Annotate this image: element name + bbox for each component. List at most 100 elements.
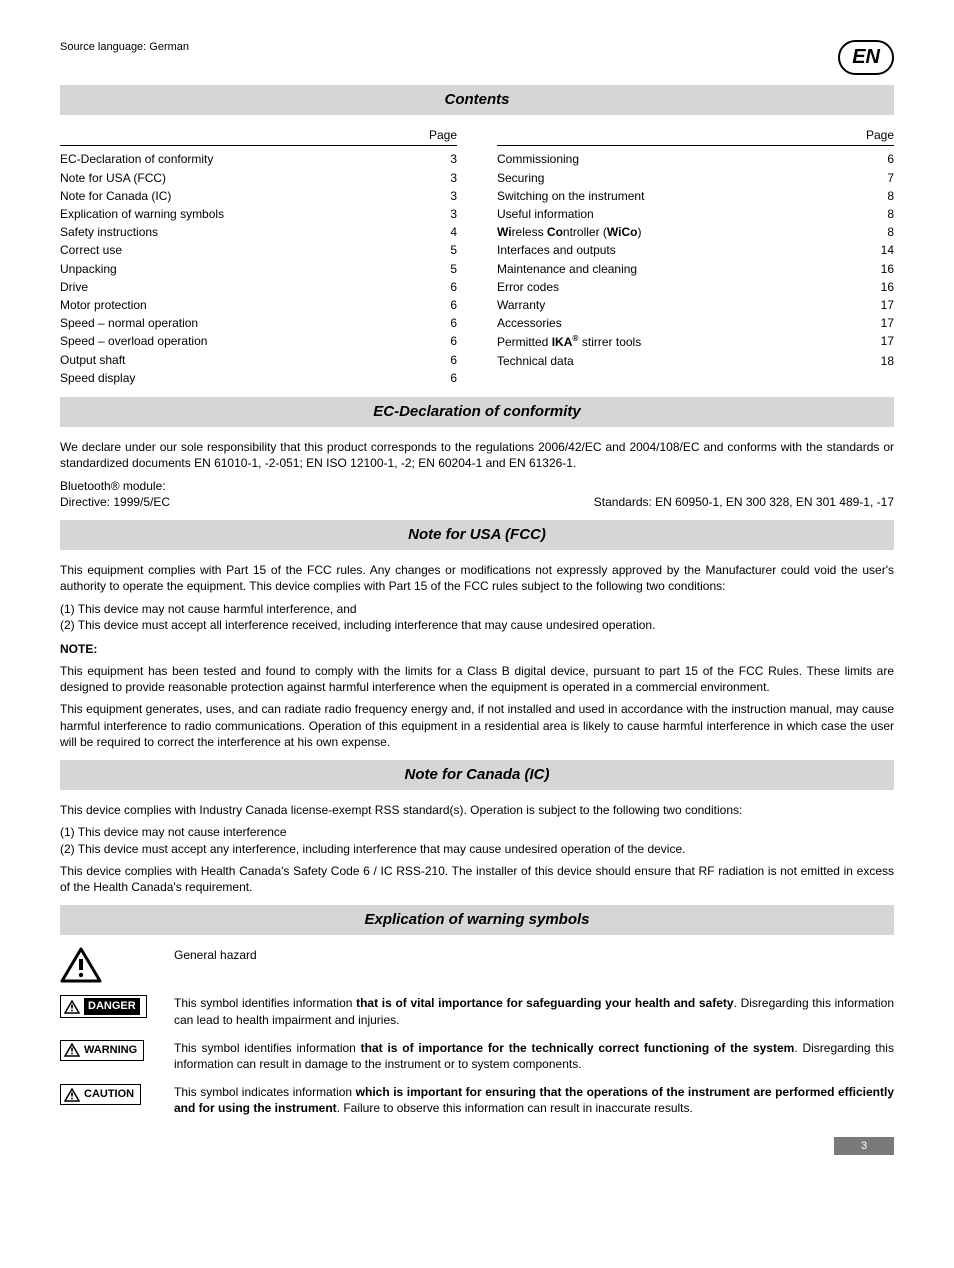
table-of-contents: Page EC-Declaration of conformity3Note f… bbox=[60, 127, 894, 387]
fcc-p1: This equipment complies with Part 15 of … bbox=[60, 562, 894, 594]
toc-page: 18 bbox=[864, 353, 894, 369]
fcc-p3: This equipment generates, uses, and can … bbox=[60, 701, 894, 750]
ec-bluetooth-label: Bluetooth® module: bbox=[60, 479, 166, 493]
toc-label: EC-Declaration of conformity bbox=[60, 151, 213, 167]
toc-label: Unpacking bbox=[60, 261, 117, 277]
language-badge: EN bbox=[838, 40, 894, 75]
toc-row: Technical data18 bbox=[497, 352, 894, 370]
ic-p2: This device complies with Health Canada'… bbox=[60, 863, 894, 895]
ec-paragraph-1: We declare under our sole responsibility… bbox=[60, 439, 894, 471]
toc-page: 5 bbox=[427, 261, 457, 277]
section-fcc-title: Note for USA (FCC) bbox=[60, 520, 894, 550]
toc-label: Interfaces and outputs bbox=[497, 242, 616, 258]
toc-label: Accessories bbox=[497, 315, 562, 331]
toc-row: Switching on the instrument8 bbox=[497, 187, 894, 205]
toc-row: Drive6 bbox=[60, 278, 457, 296]
toc-label: Safety instructions bbox=[60, 224, 158, 240]
toc-page: 5 bbox=[427, 242, 457, 258]
ec-directive: Directive: 1999/5/EC bbox=[60, 494, 170, 510]
toc-label: Useful information bbox=[497, 206, 594, 222]
symbol-row-danger: DANGER This symbol identifies informatio… bbox=[60, 995, 894, 1027]
page-footer: 3 bbox=[60, 1137, 894, 1156]
ic-cond-2: (2) This device must accept any interfer… bbox=[60, 841, 894, 857]
toc-row: Speed – normal operation6 bbox=[60, 314, 457, 332]
general-hazard-text: General hazard bbox=[174, 947, 894, 963]
toc-row: Note for Canada (IC) 3 bbox=[60, 187, 457, 205]
toc-label: Maintenance and cleaning bbox=[497, 261, 637, 277]
toc-label: Correct use bbox=[60, 242, 122, 258]
page-header: Source language: German EN bbox=[60, 40, 894, 75]
toc-page: 17 bbox=[864, 315, 894, 331]
caution-text-pre: This symbol indicates information bbox=[174, 1085, 356, 1099]
toc-page: 8 bbox=[864, 224, 894, 240]
page-number: 3 bbox=[834, 1137, 894, 1156]
toc-row: Output shaft 6 bbox=[60, 351, 457, 369]
warning-text: This symbol identifies information that … bbox=[174, 1040, 894, 1072]
toc-label: Speed – overload operation bbox=[60, 333, 207, 349]
fcc-p2: This equipment has been tested and found… bbox=[60, 663, 894, 695]
toc-page: 3 bbox=[427, 188, 457, 204]
section-ec-title: EC-Declaration of conformity bbox=[60, 397, 894, 427]
toc-page: 4 bbox=[427, 224, 457, 240]
symbol-row-caution: CAUTION This symbol indicates informatio… bbox=[60, 1084, 894, 1116]
toc-label: Motor protection bbox=[60, 297, 147, 313]
fcc-note-label: NOTE: bbox=[60, 641, 894, 657]
toc-page: 6 bbox=[427, 279, 457, 295]
toc-page: 3 bbox=[427, 151, 457, 167]
ec-bluetooth-line: Bluetooth® module: bbox=[60, 478, 894, 494]
toc-page: 16 bbox=[864, 261, 894, 277]
toc-label: Speed display bbox=[60, 370, 135, 386]
toc-label: Note for USA (FCC) bbox=[60, 170, 166, 186]
toc-row: Commissioning 6 bbox=[497, 150, 894, 168]
ic-p1: This device complies with Industry Canad… bbox=[60, 802, 894, 818]
toc-label: Permitted IKA® stirrer tools bbox=[497, 333, 641, 350]
toc-row: Accessories 17 bbox=[497, 314, 894, 332]
toc-label: Note for Canada (IC) bbox=[60, 188, 171, 204]
toc-label: Output shaft bbox=[60, 352, 125, 368]
fcc-cond-2: (2) This device must accept all interfer… bbox=[60, 617, 894, 633]
toc-row: Correct use 5 bbox=[60, 241, 457, 259]
toc-page: 6 bbox=[427, 370, 457, 386]
toc-page: 6 bbox=[427, 352, 457, 368]
section-contents-title: Contents bbox=[60, 85, 894, 115]
page-label: Page bbox=[866, 127, 894, 143]
danger-badge: DANGER bbox=[60, 995, 150, 1018]
toc-page: 6 bbox=[864, 151, 894, 167]
source-language: Source language: German bbox=[60, 40, 189, 55]
hazard-triangle-icon bbox=[60, 947, 150, 983]
toc-label: Explication of warning symbols bbox=[60, 206, 224, 222]
danger-text-pre: This symbol identifies information bbox=[174, 996, 356, 1010]
toc-row: Note for USA (FCC)3 bbox=[60, 169, 457, 187]
warning-text-pre: This symbol identifies information bbox=[174, 1041, 361, 1055]
toc-row: Unpacking 5 bbox=[60, 260, 457, 278]
toc-label: Commissioning bbox=[497, 151, 579, 167]
danger-text: This symbol identifies information that … bbox=[174, 995, 894, 1027]
toc-row: EC-Declaration of conformity 3 bbox=[60, 150, 457, 168]
toc-page: 6 bbox=[427, 333, 457, 349]
ic-cond-1: (1) This device may not cause interferen… bbox=[60, 824, 894, 840]
ec-directive-row: Directive: 1999/5/EC Standards: EN 60950… bbox=[60, 494, 894, 510]
toc-label: Warranty bbox=[497, 297, 545, 313]
toc-row: Safety instructions 4 bbox=[60, 223, 457, 241]
toc-page: 8 bbox=[864, 206, 894, 222]
caution-text-post: . Failure to observe this information ca… bbox=[337, 1101, 693, 1115]
toc-row: Warranty17 bbox=[497, 296, 894, 314]
toc-label: Speed – normal operation bbox=[60, 315, 198, 331]
toc-page: 3 bbox=[427, 206, 457, 222]
toc-label: Securing bbox=[497, 170, 544, 186]
section-ic-title: Note for Canada (IC) bbox=[60, 760, 894, 790]
toc-label: Error codes bbox=[497, 279, 559, 295]
toc-label: Switching on the instrument bbox=[497, 188, 644, 204]
danger-label: DANGER bbox=[84, 998, 140, 1015]
toc-row: Motor protection6 bbox=[60, 296, 457, 314]
toc-page: 16 bbox=[864, 279, 894, 295]
section-warn-title: Explication of warning symbols bbox=[60, 905, 894, 935]
warning-label: WARNING bbox=[84, 1043, 137, 1058]
caution-badge: CAUTION bbox=[60, 1084, 150, 1105]
toc-row: Useful information 8 bbox=[497, 205, 894, 223]
fcc-cond-1: (1) This device may not cause harmful in… bbox=[60, 601, 894, 617]
toc-row: Wireless Controller (WiCo) 8 bbox=[497, 223, 894, 241]
toc-row: Securing7 bbox=[497, 169, 894, 187]
toc-label: Wireless Controller (WiCo) bbox=[497, 224, 641, 240]
toc-page: 17 bbox=[864, 333, 894, 350]
